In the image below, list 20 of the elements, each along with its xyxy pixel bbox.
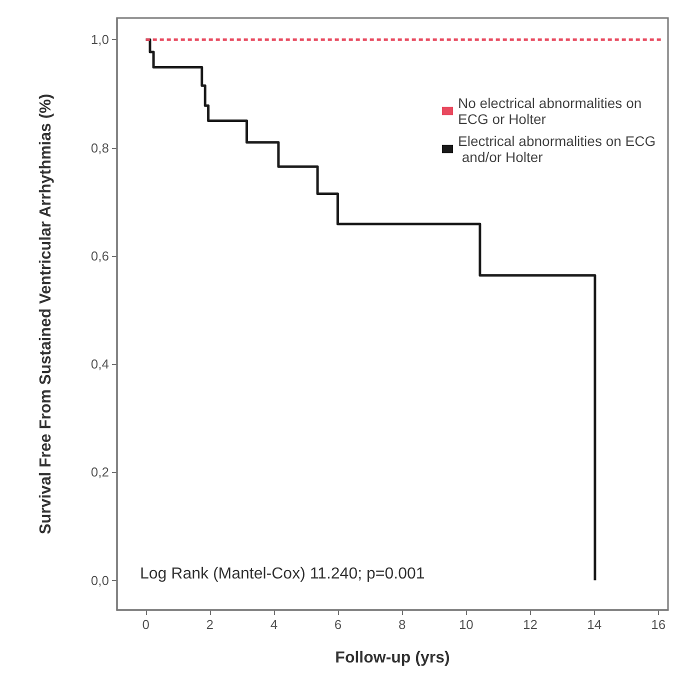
x-axis-title: Follow-up (yrs) <box>335 650 450 666</box>
x-tick-label: 10 <box>458 617 474 632</box>
x-tick-label: 2 <box>206 617 214 632</box>
annotation: Log Rank (Mantel-Cox) 11.240; p=0.001 <box>140 566 425 582</box>
x-tick-label: 4 <box>270 617 278 632</box>
legend-label: No electrical abnormalities on ECG or Holter <box>458 95 646 127</box>
x-tick-label: 6 <box>334 617 342 632</box>
x-tick-label: 16 <box>651 617 666 632</box>
y-tick-label: 0,6 <box>90 248 109 264</box>
y-tick-label: 0,2 <box>90 464 109 480</box>
y-tick-label: 1,0 <box>90 32 109 48</box>
x-tick-label: 8 <box>398 617 406 632</box>
x-tick-label: 0 <box>142 617 150 632</box>
y-tick-label: 0,0 <box>90 572 109 588</box>
y-tick-label: 0,8 <box>90 140 109 156</box>
legend-label: Electrical abnormalities on ECG and/or Holter <box>458 133 656 165</box>
y-tick-label: 0,4 <box>90 356 109 372</box>
x-tick-label: 12 <box>523 617 538 632</box>
x-tick-label: 14 <box>587 617 602 632</box>
y-axis-title: Survival Free From Sustained Ventricular Arrhythmias (%) <box>38 94 54 534</box>
